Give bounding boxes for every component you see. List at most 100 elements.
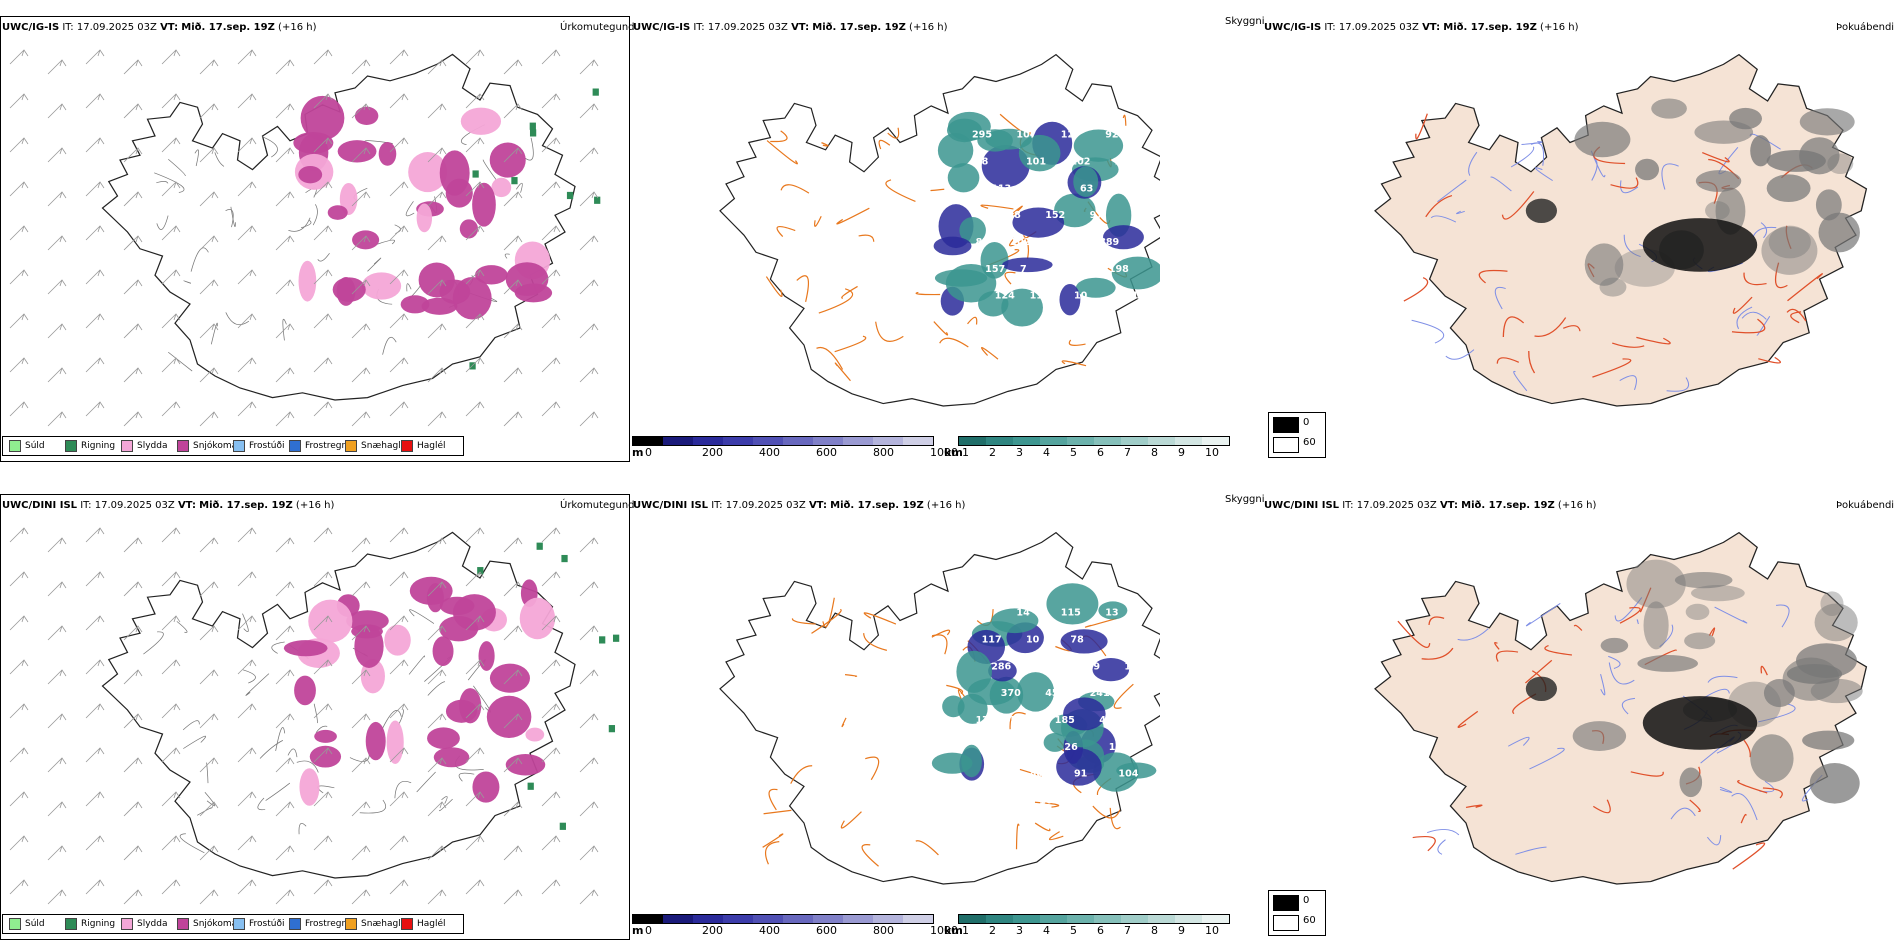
colorbar-bin: [843, 437, 873, 445]
road-line: [1610, 177, 1639, 189]
colorbar-bin: [1067, 437, 1094, 445]
river-line: [1741, 311, 1767, 320]
precip-type-panel: [0, 16, 630, 462]
wind-barb: [123, 191, 143, 207]
colorbar-bin: [1121, 915, 1148, 923]
road-line: [176, 621, 188, 633]
low-visibility-area: [1073, 129, 1124, 162]
road-line: [1023, 234, 1030, 260]
wind-barb: [85, 527, 105, 543]
colorbar-bin: [1202, 915, 1229, 923]
visibility-value: 86: [995, 769, 1009, 780]
wind-barb: [199, 279, 219, 295]
wind-barb: [9, 571, 29, 587]
road-line: [301, 219, 312, 229]
fog-swatch: [1273, 915, 1299, 931]
legend-label: Slydda: [137, 441, 168, 451]
model-name: UWC/DINI ISL: [2, 500, 78, 511]
road-line: [1113, 683, 1134, 709]
road-line: [1774, 262, 1788, 289]
low-visibility-area: [1075, 277, 1116, 298]
road-line: [1785, 225, 1792, 250]
visibility-value: 104: [1118, 769, 1138, 780]
road-line: [206, 762, 209, 784]
river-line: [1510, 146, 1535, 168]
fog-area: [1572, 721, 1627, 751]
panel-title: UWC/IG-IS IT: 17.09.2025 03Z VT: Mið. 17…: [2, 22, 316, 33]
river-line: [1661, 163, 1679, 190]
wind-barb: [275, 191, 295, 207]
issue-time: 17.09.2025 03Z: [725, 500, 806, 511]
coastline: [1374, 531, 1868, 885]
wind-barb: [275, 889, 295, 905]
road-line: [409, 609, 435, 624]
wind-barb: [579, 59, 599, 75]
wind-barb: [85, 357, 105, 373]
colorbar-bin: [783, 437, 813, 445]
wind-barb: [47, 889, 67, 905]
road-line: [156, 215, 169, 230]
height-tick: 200: [702, 924, 723, 937]
visibility-value: 889: [1099, 237, 1119, 248]
wind-barb: [465, 225, 485, 241]
wind-barb: [389, 835, 409, 851]
wind-barb: [351, 147, 371, 163]
wind-barb: [47, 845, 67, 861]
legend-swatch: [233, 440, 245, 452]
snow-area: [439, 150, 470, 196]
wind-barb: [85, 747, 105, 763]
fog-legend: 0 60: [1268, 412, 1326, 458]
low-visibility-area: [1098, 601, 1128, 620]
fog-area: [1814, 603, 1858, 642]
wind-barb: [237, 879, 257, 895]
road-line: [1544, 645, 1572, 656]
wind-barb: [275, 581, 295, 597]
height-colorbar: [632, 914, 934, 924]
rain-area: [511, 177, 518, 185]
wind-barb: [427, 537, 447, 553]
wind-barb: [541, 181, 561, 197]
precip-map: [9, 527, 620, 905]
legend-item: Frostregn: [289, 918, 347, 930]
road-line: [878, 139, 891, 150]
visibility-value: 17: [976, 715, 989, 726]
wind-barb: [541, 49, 561, 65]
road-line: [406, 283, 412, 292]
road-line: [875, 321, 904, 342]
wind-barb: [427, 59, 447, 75]
wind-barb: [389, 879, 409, 895]
colorbar-bin: [1040, 437, 1067, 445]
wind-barb: [579, 367, 599, 383]
wind-barb: [313, 835, 333, 851]
snow-area: [426, 583, 444, 613]
panel-title: UWC/IG-IS IT: 17.09.2025 03Z VT: Mið. 17…: [633, 22, 947, 33]
road-line: [1068, 339, 1086, 346]
road-line: [915, 840, 939, 856]
colorbar-bin: [1013, 437, 1040, 445]
road-line: [438, 798, 453, 812]
fog-area: [1626, 559, 1686, 609]
wind-barb: [351, 411, 371, 427]
wind-barb: [503, 59, 523, 75]
valid-time: Mið. 17.sep. 19Z: [830, 500, 924, 511]
wind-barb: [465, 879, 485, 895]
wind-barb: [275, 367, 295, 383]
wind-barb: [85, 269, 105, 285]
wind-barb: [123, 889, 143, 905]
road-line: [834, 362, 851, 382]
road-line: [1760, 665, 1768, 676]
snow-area: [361, 272, 402, 300]
colorbar-bin: [1094, 437, 1121, 445]
visibility-value: 13: [1115, 634, 1128, 645]
wind-barb: [389, 357, 409, 373]
low-visibility-area: [1054, 193, 1096, 228]
wind-barb: [579, 713, 599, 729]
wind-barb: [85, 703, 105, 719]
wind-barb: [503, 235, 523, 251]
product-label: Úrkomutegund: [560, 500, 635, 511]
rain-area: [529, 122, 536, 130]
snow-area: [337, 140, 377, 163]
road-line: [1786, 308, 1807, 322]
km-tick: 1: [962, 924, 969, 937]
